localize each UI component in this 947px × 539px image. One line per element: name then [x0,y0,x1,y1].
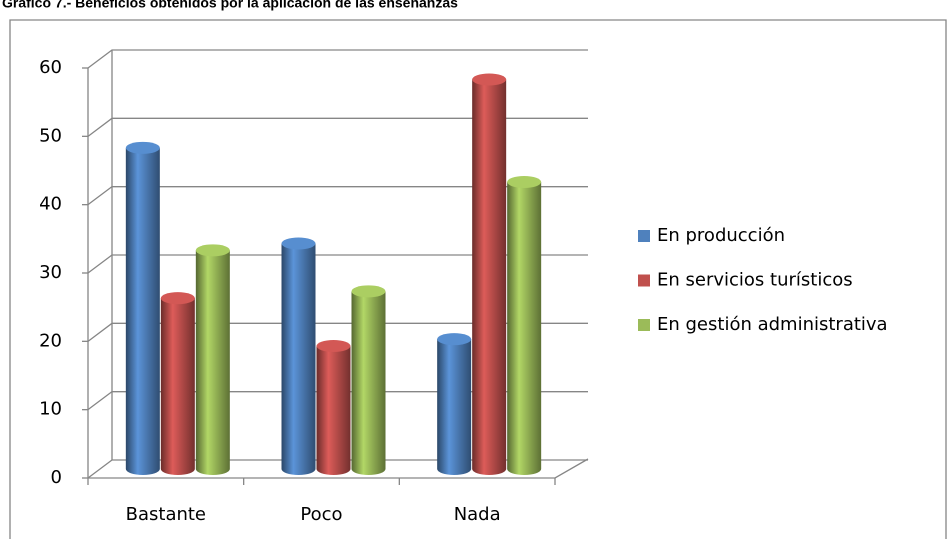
x-tick-label: Nada [454,504,501,525]
y-tick-label: 20 [39,330,62,351]
y-tick-label: 30 [39,262,62,283]
bar-top [507,176,542,188]
x-tick-label: Poco [300,504,342,525]
bar [281,243,316,476]
bar [195,250,230,476]
legend-label: En servicios turísticos [657,270,853,291]
bar [351,291,386,476]
axis [87,68,589,479]
bar [472,79,507,476]
bar [160,298,195,476]
y-tick-label: 10 [39,399,62,420]
bar [125,147,160,475]
bar [316,346,351,476]
bar-top [125,141,160,154]
bar-top [437,333,472,346]
x-tick-label: Bastante [126,504,206,525]
bar-top [195,244,230,257]
legend-swatch [638,319,650,331]
legend-swatch [638,230,650,242]
y-tick-label: 50 [39,125,62,146]
bar [437,339,472,476]
y-tick-label: 60 [39,57,62,78]
bar-top [472,73,507,86]
bar-top [316,340,351,352]
legend-swatch [638,274,650,287]
y-tick-label: 40 [39,194,62,215]
bar [507,182,542,475]
y-tick-label: 0 [51,467,62,488]
bar-top [351,285,386,298]
legend-label: En producción [657,225,785,246]
chart-title: Gráfico 7.- Beneficios obtenidos por la … [2,0,458,11]
bar-top [160,292,195,305]
chart-border [9,19,947,539]
bar-top [281,237,316,250]
legend-label: En gestión administrativa [657,314,888,335]
